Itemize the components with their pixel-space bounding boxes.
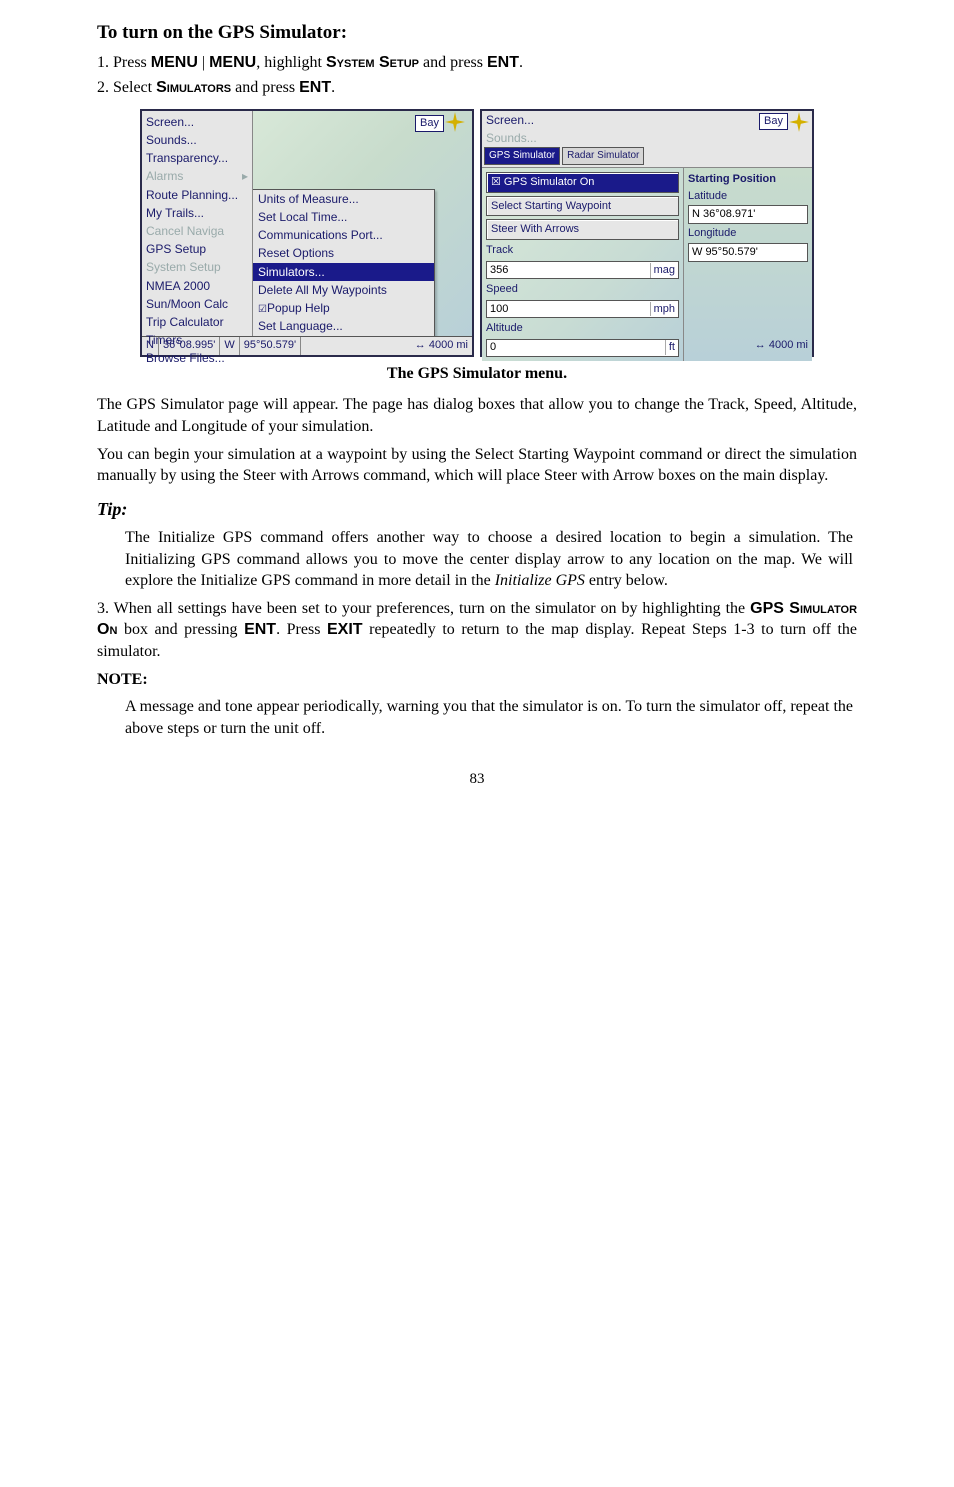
compass-icon xyxy=(444,111,466,133)
lat-n: N xyxy=(142,337,159,355)
text: . Press xyxy=(276,621,327,638)
scale: ↔ 4000 mi xyxy=(751,337,812,355)
key-ent: ENT xyxy=(244,621,276,638)
latitude-label: Latitude xyxy=(688,189,808,204)
note-heading: NOTE: xyxy=(97,669,857,691)
paragraph: You can begin your simulation at a waypo… xyxy=(97,444,857,487)
text: 3. When all settings have been set to yo… xyxy=(97,600,750,617)
sim-body: ☒ GPS Simulator On Select Starting Waypo… xyxy=(482,168,812,361)
tip-body: The Initialize GPS command offers anothe… xyxy=(125,527,853,592)
text: . xyxy=(331,79,335,96)
submenu-item[interactable]: Communications Port... xyxy=(253,226,434,244)
screenshot-simulator: Screen... Sounds... GPS Simulator Radar … xyxy=(480,109,814,357)
menu-item[interactable]: Cancel Naviga xyxy=(142,222,252,240)
note-body: A message and tone appear periodically, … xyxy=(125,696,853,739)
steer-arrows-button[interactable]: Steer With Arrows xyxy=(486,219,679,240)
text: The Initialize GPS command offers anothe… xyxy=(125,529,853,589)
track-input[interactable]: 356mag xyxy=(486,261,679,279)
paragraph: The GPS Simulator page will appear. The … xyxy=(97,394,857,437)
key-exit: EXIT xyxy=(327,621,363,638)
key-menu: MENU xyxy=(151,54,198,71)
menu-item[interactable]: GPS Setup xyxy=(142,240,252,258)
key-menu: MENU xyxy=(209,54,256,71)
submenu-item[interactable]: Reset Options xyxy=(253,244,434,262)
submenu-item[interactable]: Popup Help xyxy=(253,299,434,318)
step-1: 1. Press MENU | MENU, highlight System S… xyxy=(97,52,857,74)
speed-input[interactable]: 100mph xyxy=(486,300,679,318)
submenu: Units of Measure...Set Local Time...Comm… xyxy=(253,189,435,336)
menu-item[interactable]: System Setup xyxy=(142,258,252,276)
step-3: 3. When all settings have been set to yo… xyxy=(97,598,857,663)
text: box and pressing xyxy=(117,621,244,638)
submenu-item[interactable]: Set Local Time... xyxy=(253,208,434,226)
lon-val: 95°50.579' xyxy=(240,337,301,355)
menu-item[interactable]: Alarms ▸ xyxy=(142,167,252,185)
menu-item[interactable]: Sun/Moon Calc xyxy=(142,295,252,313)
menu-item[interactable]: Transparency... xyxy=(142,149,252,167)
value: 100 xyxy=(487,302,650,317)
text: | xyxy=(198,54,209,71)
value: 0 xyxy=(487,340,665,355)
smallcaps-simulators: Simulators xyxy=(156,79,231,96)
text: 2. Select xyxy=(97,79,156,96)
menu-item[interactable]: My Trails... xyxy=(142,204,252,222)
compass-icon xyxy=(788,111,810,133)
text: and press xyxy=(419,54,487,71)
value: 356 xyxy=(487,263,650,278)
tab-gps-sim[interactable]: GPS Simulator xyxy=(484,147,560,165)
step-2: 2. Select Simulators and press ENT. xyxy=(97,77,857,99)
lat-val: 36°08.995' xyxy=(159,337,220,355)
select-start-wp-button[interactable]: Select Starting Waypoint xyxy=(486,196,679,217)
key-ent: ENT xyxy=(487,54,519,71)
page-number: 83 xyxy=(97,769,857,789)
altitude-input[interactable]: 0ft xyxy=(486,339,679,357)
sim-top: Screen... Sounds... GPS Simulator Radar … xyxy=(482,111,812,168)
tabs: GPS Simulator Radar Simulator xyxy=(482,147,812,167)
submenu-item[interactable]: Units of Measure... xyxy=(253,190,434,208)
tip-heading: Tip: xyxy=(97,497,857,521)
longitude-value[interactable]: W 95°50.579' xyxy=(688,243,808,262)
submenu-item[interactable]: Delete All My Waypoints xyxy=(253,281,434,299)
smallcaps-system-setup: System Setup xyxy=(326,54,419,71)
gps-sim-on-checkbox[interactable]: ☒ GPS Simulator On xyxy=(486,172,679,193)
latitude-value[interactable]: N 36°08.971' xyxy=(688,205,808,224)
sim-left: ☒ GPS Simulator On Select Starting Waypo… xyxy=(482,168,683,361)
bay-label: Bay xyxy=(415,115,444,132)
italic: Initialize GPS xyxy=(495,572,585,589)
starting-pos-title: Starting Position xyxy=(688,172,808,187)
sim-right: Starting Position Latitude N 36°08.971' … xyxy=(683,168,812,361)
menu-list: Screen...Sounds...Transparency...Alarms … xyxy=(142,111,253,336)
menu-item-dim: Sounds... xyxy=(482,129,812,147)
submenu-item[interactable]: Set Language... xyxy=(253,317,434,335)
text: , highlight xyxy=(256,54,326,71)
menu-item[interactable]: Trip Calculator xyxy=(142,313,252,331)
lon-w: W xyxy=(220,337,239,355)
menu-item[interactable]: Route Planning... xyxy=(142,186,252,204)
submenu-item[interactable]: Simulators... xyxy=(253,263,434,281)
longitude-label: Longitude xyxy=(688,226,808,241)
map-pane: Bay Units of Measure...Set Local Time...… xyxy=(253,111,472,336)
bay-label: Bay xyxy=(759,113,788,130)
unit: ft xyxy=(665,340,678,355)
text: and press xyxy=(231,79,299,96)
track-label: Track xyxy=(486,243,679,258)
text: entry below. xyxy=(585,572,668,589)
tab-radar-sim[interactable]: Radar Simulator xyxy=(562,147,644,165)
page-heading: To turn on the GPS Simulator: xyxy=(97,20,857,46)
text: . xyxy=(519,54,523,71)
key-ent: ENT xyxy=(299,79,331,96)
unit: mph xyxy=(650,302,678,317)
menu-item[interactable]: Sounds... xyxy=(142,131,252,149)
label: GPS Simulator On xyxy=(504,176,594,188)
scale: ↔ 4000 mi xyxy=(411,337,472,355)
altitude-label: Altitude xyxy=(486,321,679,336)
text: 1. Press xyxy=(97,54,151,71)
menu-item[interactable]: NMEA 2000 xyxy=(142,277,252,295)
status-bar: N 36°08.995' W 95°50.579' ↔ 4000 mi xyxy=(142,336,472,355)
unit: mag xyxy=(650,263,678,278)
speed-label: Speed xyxy=(486,282,679,297)
menu-item[interactable]: Screen... xyxy=(142,113,252,131)
screenshot-menu: Screen...Sounds...Transparency...Alarms … xyxy=(140,109,474,357)
screenshots-row: Screen...Sounds...Transparency...Alarms … xyxy=(97,109,857,357)
